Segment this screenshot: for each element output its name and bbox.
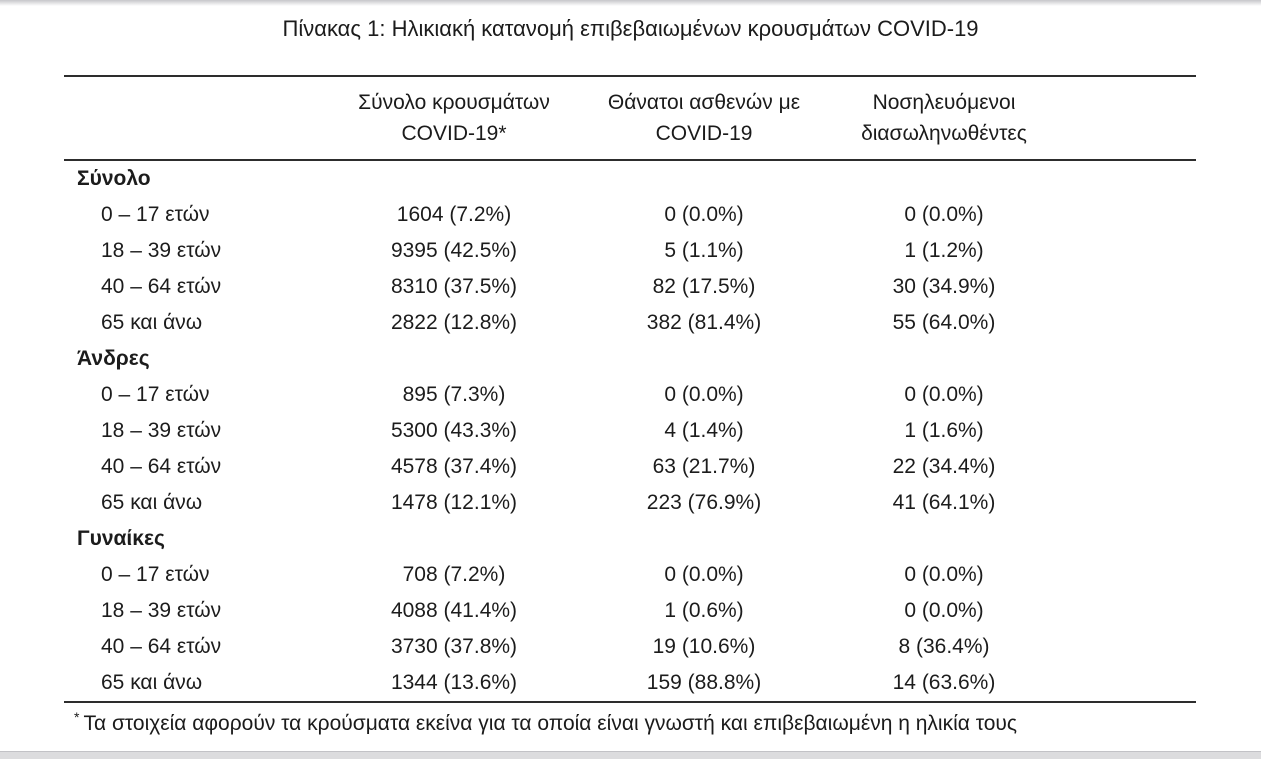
cases-value: 3730 (37.8%)	[390, 635, 518, 658]
deaths-value: 63 (21.7%)	[652, 455, 756, 478]
table-row: 0 – 17 ετών 895 (7.3%) 0 (0.0%) 0 (0.0%)	[64, 377, 1196, 413]
section-header-women: Γυναίκες	[64, 521, 1196, 557]
footnote-asterisk: *	[74, 709, 80, 725]
cases-value: 1478 (12.1%)	[390, 491, 518, 514]
intubated-value: 0 (0.0%)	[904, 599, 984, 622]
deaths-value: 4 (1.4%)	[664, 419, 744, 442]
table-row: 40 – 64 ετών 3730 (37.8%) 19 (10.6%) 8 (…	[64, 629, 1196, 665]
intubated-value: 22 (34.4%)	[892, 455, 996, 478]
table-row: 40 – 64 ετών 4578 (37.4%) 63 (21.7%) 22 …	[64, 449, 1196, 485]
footnote-text: Τα στοιχεία αφορούν τα κρούσματα εκείνα …	[83, 712, 1017, 735]
section-label-women: Γυναίκες	[77, 527, 165, 550]
cases-value: 8310 (37.5%)	[390, 275, 518, 298]
deaths-value: 82 (17.5%)	[652, 275, 756, 298]
column-header-intubated: Νοσηλευόμενοι διασωληνωθέντες	[804, 87, 1084, 149]
column-header-intubated-line2: διασωληνωθέντες	[861, 122, 1027, 145]
table-row: 40 – 64 ετών 8310 (37.5%) 82 (17.5%) 30 …	[64, 269, 1196, 305]
section-header-total: Σύνολο	[64, 161, 1196, 197]
age-label: 65 και άνω	[101, 671, 203, 694]
age-label: 18 – 39 ετών	[101, 239, 222, 262]
column-header-deaths: Θάνατοι ασθενών με COVID-19	[604, 87, 804, 149]
cases-value: 9395 (42.5%)	[390, 239, 518, 262]
intubated-value: 0 (0.0%)	[904, 203, 984, 226]
table-row: 65 και άνω 1344 (13.6%) 159 (88.8%) 14 (…	[64, 665, 1196, 701]
age-label: 18 – 39 ετών	[101, 599, 222, 622]
covid-age-table: Σύνολο κρουσμάτων COVID-19* Θάνατοι ασθε…	[64, 75, 1196, 736]
table-row: 65 και άνω 1478 (12.1%) 223 (76.9%) 41 (…	[64, 485, 1196, 521]
table-row: 0 – 17 ετών 708 (7.2%) 0 (0.0%) 0 (0.0%)	[64, 557, 1196, 593]
table-rule-header	[64, 159, 1196, 161]
deaths-value: 5 (1.1%)	[664, 239, 744, 262]
age-label: 40 – 64 ετών	[101, 635, 222, 658]
deaths-value: 0 (0.0%)	[664, 563, 744, 586]
table-body: Σύνολο 0 – 17 ετών 1604 (7.2%) 0 (0.0%) …	[64, 161, 1196, 701]
cases-value: 708 (7.2%)	[402, 563, 506, 586]
table-header-row: Σύνολο κρουσμάτων COVID-19* Θάνατοι ασθε…	[64, 77, 1196, 159]
deaths-value: 1 (0.6%)	[664, 599, 744, 622]
column-header-cases-line2: COVID-19*	[401, 122, 507, 145]
cases-value: 5300 (43.3%)	[390, 419, 518, 442]
table-rule-top	[64, 75, 1196, 77]
column-header-deaths-line2: COVID-19	[655, 122, 753, 145]
intubated-value: 1 (1.6%)	[904, 419, 984, 442]
age-label: 65 και άνω	[101, 491, 203, 514]
bottom-edge-bar	[0, 751, 1261, 759]
deaths-value: 223 (76.9%)	[646, 491, 762, 514]
intubated-value: 41 (64.1%)	[892, 491, 996, 514]
table-row: 18 – 39 ετών 9395 (42.5%) 5 (1.1%) 1 (1.…	[64, 233, 1196, 269]
intubated-value: 55 (64.0%)	[892, 311, 996, 334]
age-label: 0 – 17 ετών	[101, 563, 210, 586]
deaths-value: 382 (81.4%)	[646, 311, 762, 334]
deaths-value: 159 (88.8%)	[646, 671, 762, 694]
age-label: 0 – 17 ετών	[101, 203, 210, 226]
cases-value: 895 (7.3%)	[402, 383, 506, 406]
section-label-total: Σύνολο	[77, 167, 151, 190]
intubated-value: 14 (63.6%)	[892, 671, 996, 694]
intubated-value: 0 (0.0%)	[904, 383, 984, 406]
age-label: 40 – 64 ετών	[101, 455, 222, 478]
cases-value: 1604 (7.2%)	[396, 203, 512, 226]
section-label-men: Άνδρες	[77, 347, 150, 370]
intubated-value: 8 (36.4%)	[898, 635, 990, 658]
top-edge-shadow	[0, 0, 1261, 6]
column-header-intubated-line1: Νοσηλευόμενοι	[872, 91, 1016, 114]
table-row: 18 – 39 ετών 5300 (43.3%) 4 (1.4%) 1 (1.…	[64, 413, 1196, 449]
section-header-men: Άνδρες	[64, 341, 1196, 377]
age-label: 40 – 64 ετών	[101, 275, 222, 298]
table-rule-bottom	[64, 701, 1196, 703]
footnote: * Τα στοιχεία αφορούν τα κρούσματα εκείνα…	[64, 703, 1196, 736]
deaths-value: 0 (0.0%)	[664, 383, 744, 406]
cases-value: 4578 (37.4%)	[390, 455, 518, 478]
intubated-value: 1 (1.2%)	[904, 239, 984, 262]
column-header-cases-line1: Σύνολο κρουσμάτων	[358, 91, 550, 114]
deaths-value: 19 (10.6%)	[652, 635, 756, 658]
table-row: 65 και άνω 2822 (12.8%) 382 (81.4%) 55 (…	[64, 305, 1196, 341]
age-label: 65 και άνω	[101, 311, 203, 334]
age-label: 18 – 39 ετών	[101, 419, 222, 442]
table-title: Πίνακας 1: Ηλικιακή κατανομή επιβεβαιωμέ…	[282, 16, 979, 41]
deaths-value: 0 (0.0%)	[664, 203, 744, 226]
column-header-deaths-line1: Θάνατοι ασθενών με	[607, 91, 801, 114]
age-label: 0 – 17 ετών	[101, 383, 210, 406]
table-row: 18 – 39 ετών 4088 (41.4%) 1 (0.6%) 0 (0.…	[64, 593, 1196, 629]
table-row: 0 – 17 ετών 1604 (7.2%) 0 (0.0%) 0 (0.0%…	[64, 197, 1196, 233]
cases-value: 2822 (12.8%)	[390, 311, 518, 334]
column-header-cases: Σύνολο κρουσμάτων COVID-19*	[304, 87, 604, 149]
intubated-value: 30 (34.9%)	[892, 275, 996, 298]
cases-value: 1344 (13.6%)	[390, 671, 518, 694]
intubated-value: 0 (0.0%)	[904, 563, 984, 586]
cases-value: 4088 (41.4%)	[390, 599, 518, 622]
